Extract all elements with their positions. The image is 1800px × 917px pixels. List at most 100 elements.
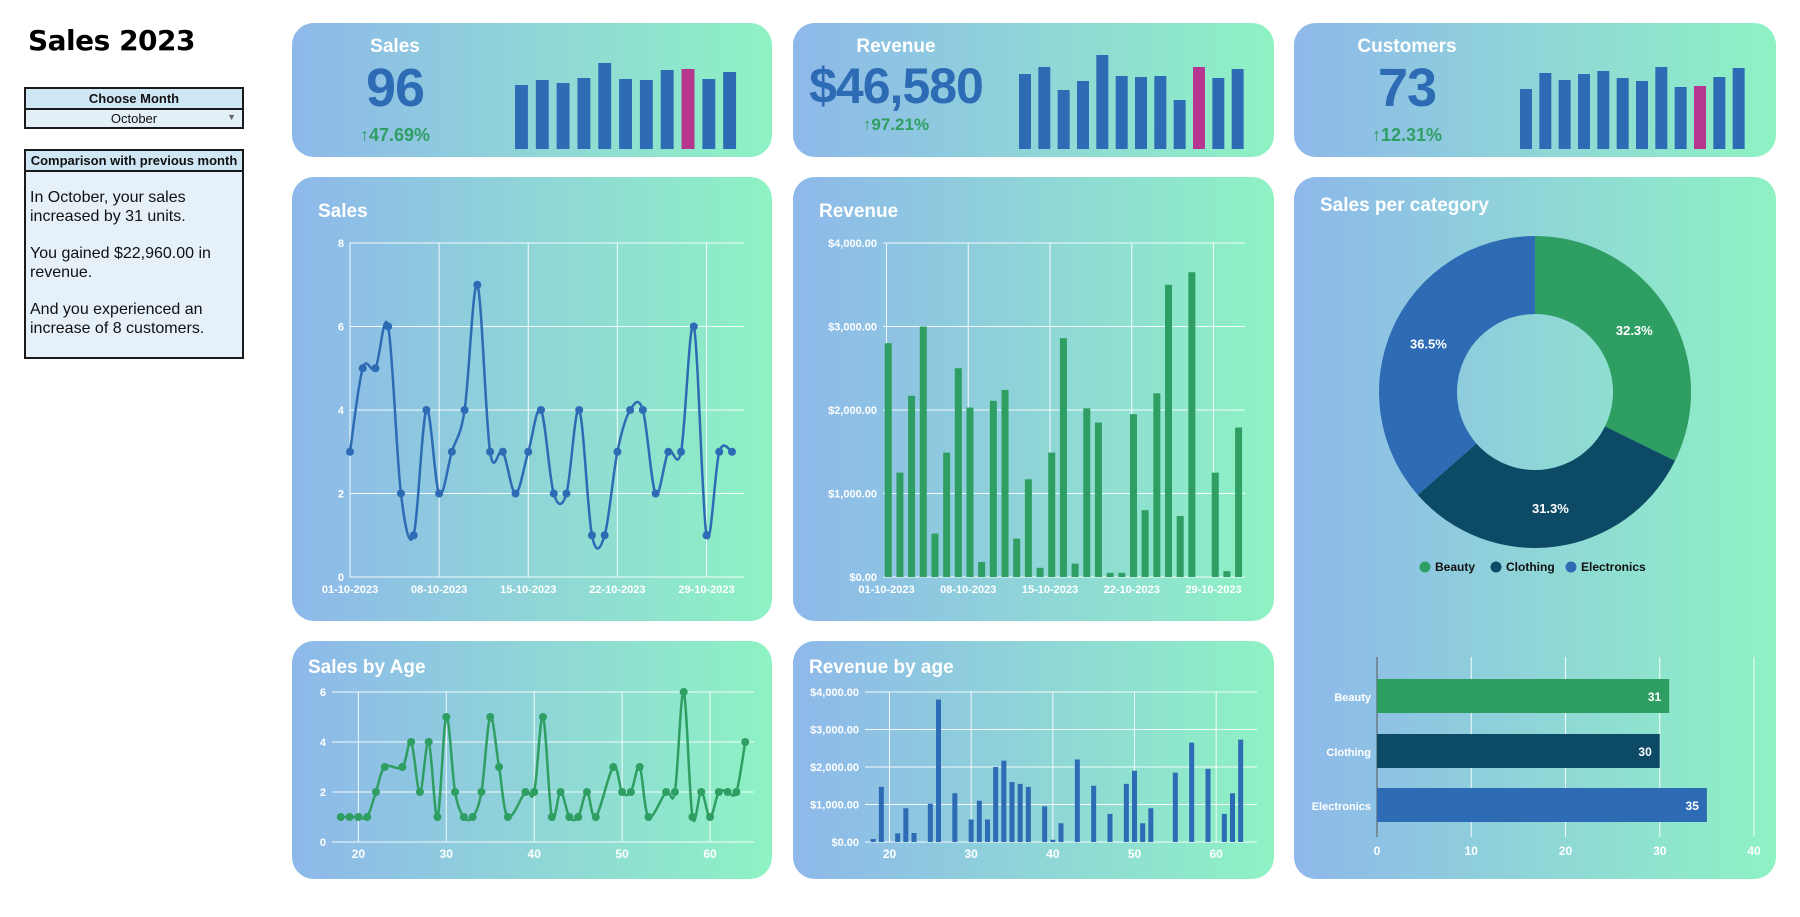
revenue-x-tick-label: 29-10-2023 xyxy=(1185,584,1241,596)
kpi-bar xyxy=(1578,74,1590,149)
kpi-bar xyxy=(1713,77,1726,149)
sales-age-point xyxy=(539,713,547,721)
sales-by-age-chart: 0 2 4 6 20 30 40 50 60 xyxy=(320,687,754,861)
sales-age-point xyxy=(697,788,706,796)
revenue-age-bar xyxy=(1172,772,1178,842)
sales-point xyxy=(524,447,533,456)
revenue-age-bar xyxy=(1050,839,1056,842)
month-dropdown-value: October xyxy=(110,111,158,126)
kpi-card-revenue: Revenue $46,580 ↑97.21% xyxy=(793,23,1274,157)
revenue-bar xyxy=(1001,389,1009,577)
revenue-bar xyxy=(978,561,986,577)
sales-chart-title: Sales xyxy=(318,201,368,222)
revenue-bar xyxy=(908,395,916,577)
kpi-bar xyxy=(1694,86,1706,149)
sales-age-x-tick-label: 30 xyxy=(440,847,454,861)
kpi-bar xyxy=(1154,76,1167,149)
kpi-bar xyxy=(515,85,528,149)
revenue-age-bar xyxy=(1132,770,1137,842)
sales-point xyxy=(409,531,418,540)
sales-age-point xyxy=(556,788,565,796)
donut-slice-electronics xyxy=(1379,236,1535,495)
revenue-age-bar xyxy=(1001,760,1007,842)
revenue-bar xyxy=(966,407,974,577)
kpi-bar xyxy=(619,79,632,149)
revenue-age-x-tick-label: 50 xyxy=(1128,847,1142,861)
revenue-x-tick-label: 15-10-2023 xyxy=(1022,584,1078,596)
sales-age-point xyxy=(626,788,635,796)
kpi-customers-bars xyxy=(1520,67,1745,149)
legend-swatch xyxy=(1419,561,1431,573)
kpi-card-customers: Customers 73 ↑12.31% xyxy=(1294,23,1776,157)
category-charts: 32.3% 31.3% 36.5% Beauty Clothing Electronics… xyxy=(1312,236,1761,858)
revenue-bar xyxy=(1165,284,1173,577)
kpi-sales-change: ↑47.69% xyxy=(312,125,478,146)
chevron-down-icon[interactable]: ▼ xyxy=(227,112,236,122)
category-x-tick-label: 20 xyxy=(1559,844,1573,858)
sales-age-point xyxy=(477,788,486,796)
kpi-bar xyxy=(1057,90,1070,149)
kpi-sales-label: Sales xyxy=(370,36,420,57)
sales-point xyxy=(371,364,380,373)
revenue-age-bar xyxy=(1074,759,1080,842)
revenue-age-bar xyxy=(952,793,958,842)
revenue-bar xyxy=(896,472,904,577)
kpi-revenue-value: $46,580 xyxy=(809,58,984,114)
revenue-y-tick-label: $2,000.00 xyxy=(828,405,877,417)
sales-age-point xyxy=(451,788,460,796)
sales-point xyxy=(422,406,431,414)
month-dropdown[interactable]: October ▼ xyxy=(26,110,242,127)
sales-age-point xyxy=(609,763,618,771)
sales-x-tick-label: 22-10-2023 xyxy=(589,584,645,596)
kpi-bar xyxy=(1135,77,1147,149)
sales-age-point xyxy=(679,688,688,696)
sales-age-point xyxy=(468,813,477,821)
comparison-revenue-text: You gained $22,960.00 in revenue. xyxy=(30,245,211,281)
kpi-bar xyxy=(1038,67,1051,149)
sales-point xyxy=(651,489,660,498)
sales-age-point xyxy=(547,813,556,821)
revenue-bar xyxy=(1223,571,1231,577)
sales-age-point xyxy=(662,788,671,796)
revenue-age-x-tick-label: 20 xyxy=(883,847,897,861)
revenue-bar-chart: $0.00 $1,000.00 $2,000.00 $3,000.00 $4,000.0… xyxy=(828,238,1245,596)
sales-point xyxy=(537,406,545,414)
sales-point xyxy=(562,489,571,498)
revenue-age-y-tick-label: $2,000.00 xyxy=(810,762,859,774)
sales-age-point xyxy=(336,813,345,821)
revenue-age-bar xyxy=(911,833,917,842)
sales-age-series-line xyxy=(340,690,747,822)
sales-point xyxy=(638,406,647,414)
kpi-bar xyxy=(1558,80,1571,149)
donut-slice-label: 31.3% xyxy=(1532,501,1569,516)
revenue-age-bar xyxy=(1189,742,1195,842)
sales-y-tick-label: 6 xyxy=(338,322,344,334)
revenue-chart-title: Revenue xyxy=(819,201,899,222)
revenue-bar xyxy=(1071,563,1079,577)
month-selector-label: Choose Month xyxy=(26,89,242,110)
kpi-card-sales: Sales 96 ↑47.69% xyxy=(292,23,772,157)
sales-point xyxy=(728,447,736,456)
sales-age-y-tick-label: 2 xyxy=(320,787,326,799)
revenue-bar xyxy=(1141,510,1149,577)
kpi-bar xyxy=(577,78,591,149)
revenue-bar xyxy=(919,326,927,577)
donut-slice-label: 32.3% xyxy=(1616,323,1653,338)
revenue-age-bar xyxy=(1107,813,1113,842)
legend-label: Clothing xyxy=(1506,560,1555,574)
kpi-sales-bars xyxy=(515,63,737,149)
category-x-tick-label: 30 xyxy=(1653,844,1667,858)
revenue-bar xyxy=(943,452,951,577)
revenue-bar xyxy=(1118,572,1126,577)
revenue-bar xyxy=(1013,538,1021,577)
kpi-bar xyxy=(1539,73,1552,149)
revenue-by-age-title: Revenue by age xyxy=(809,657,954,678)
sales-age-point xyxy=(354,813,363,821)
sales-point xyxy=(715,447,724,456)
revenue-age-bar xyxy=(985,819,990,842)
revenue-age-y-tick-label: $3,000.00 xyxy=(810,725,859,737)
sales-age-point xyxy=(565,813,574,821)
revenue-bar xyxy=(1129,414,1137,577)
donut-slice-clothing xyxy=(1417,426,1676,548)
sales-age-x-tick-label: 50 xyxy=(615,847,629,861)
